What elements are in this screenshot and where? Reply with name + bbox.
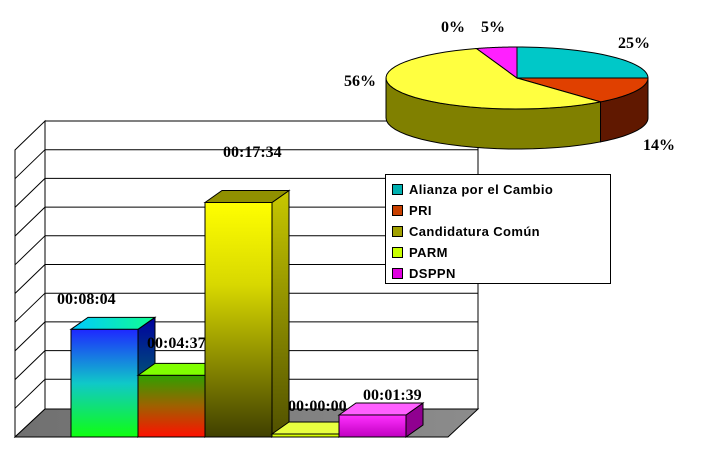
pie-slice-candidatura: [385, 48, 601, 110]
gridline-side: [14, 206, 46, 237]
gridline-side: [14, 350, 46, 380]
bar-label-pri: 00:04:37: [147, 335, 206, 352]
bar-front-parm: [271, 433, 340, 438]
bar-front-pri: [137, 374, 206, 438]
bar-candidatura: [203, 189, 291, 438]
bar-dsppn: [337, 402, 425, 438]
bar-front-dsppn: [338, 414, 407, 438]
legend-label-parm: PARM: [409, 245, 448, 260]
legend-swatch-pri: [392, 205, 403, 216]
pie-chart: [385, 46, 649, 150]
gridline-side: [14, 292, 46, 323]
legend-item-dsppn: DSPPN: [392, 263, 610, 284]
legend-swatch-parm: [392, 247, 403, 258]
legend-swatch-alianza: [392, 184, 403, 195]
pie-label-alianza: 25%: [618, 35, 650, 52]
bar-side-candidatura: [271, 189, 290, 438]
bar-label-parm: 00:00:00: [288, 398, 347, 415]
legend-item-parm: PARM: [392, 242, 610, 263]
legend: Alianza por el Cambio PRI Candidatura Co…: [385, 174, 611, 284]
pie-slice-dsppn: [475, 46, 518, 79]
gridline-side: [14, 378, 46, 409]
pie-labels: 25% 14% 56% 0% 5%: [344, 19, 675, 154]
legend-label-candidatura: Candidatura Común: [409, 224, 541, 239]
bars: [69, 189, 425, 438]
bar-label-alianza: 00:08:04: [57, 291, 116, 308]
bar-front-candidatura: [204, 202, 273, 438]
legend-item-alianza: Alianza por el Cambio: [392, 179, 610, 200]
pie-label-candidatura: 56%: [344, 73, 376, 90]
pie-label-parm: 0%: [441, 19, 465, 36]
gridline-side: [14, 149, 46, 180]
pie-slice-pri: [516, 77, 649, 103]
bar-labels: 00:08:04 00:04:37 00:17:34 00:00:00 00:01:39: [57, 144, 422, 415]
bar-label-candidatura: 00:17:34: [223, 144, 282, 161]
gridline-side: [14, 264, 46, 294]
legend-label-pri: PRI: [409, 203, 432, 218]
legend-swatch-dsppn: [392, 268, 403, 279]
legend-label-alianza: Alianza por el Cambio: [409, 182, 554, 197]
pie-label-pri: 14%: [643, 137, 675, 154]
bar-front-alianza: [70, 328, 139, 438]
gridline-side: [14, 235, 46, 266]
pie-label-dsppn: 5%: [481, 19, 505, 36]
pie-slice-alianza: [516, 46, 649, 79]
gridline-side: [14, 321, 46, 352]
bar-label-dsppn: 00:01:39: [363, 387, 422, 404]
legend-label-dsppn: DSPPN: [409, 266, 456, 281]
legend-item-candidatura: Candidatura Común: [392, 221, 610, 242]
legend-item-pri: PRI: [392, 200, 610, 221]
gridline-side: [14, 178, 46, 208]
legend-swatch-candidatura: [392, 226, 403, 237]
